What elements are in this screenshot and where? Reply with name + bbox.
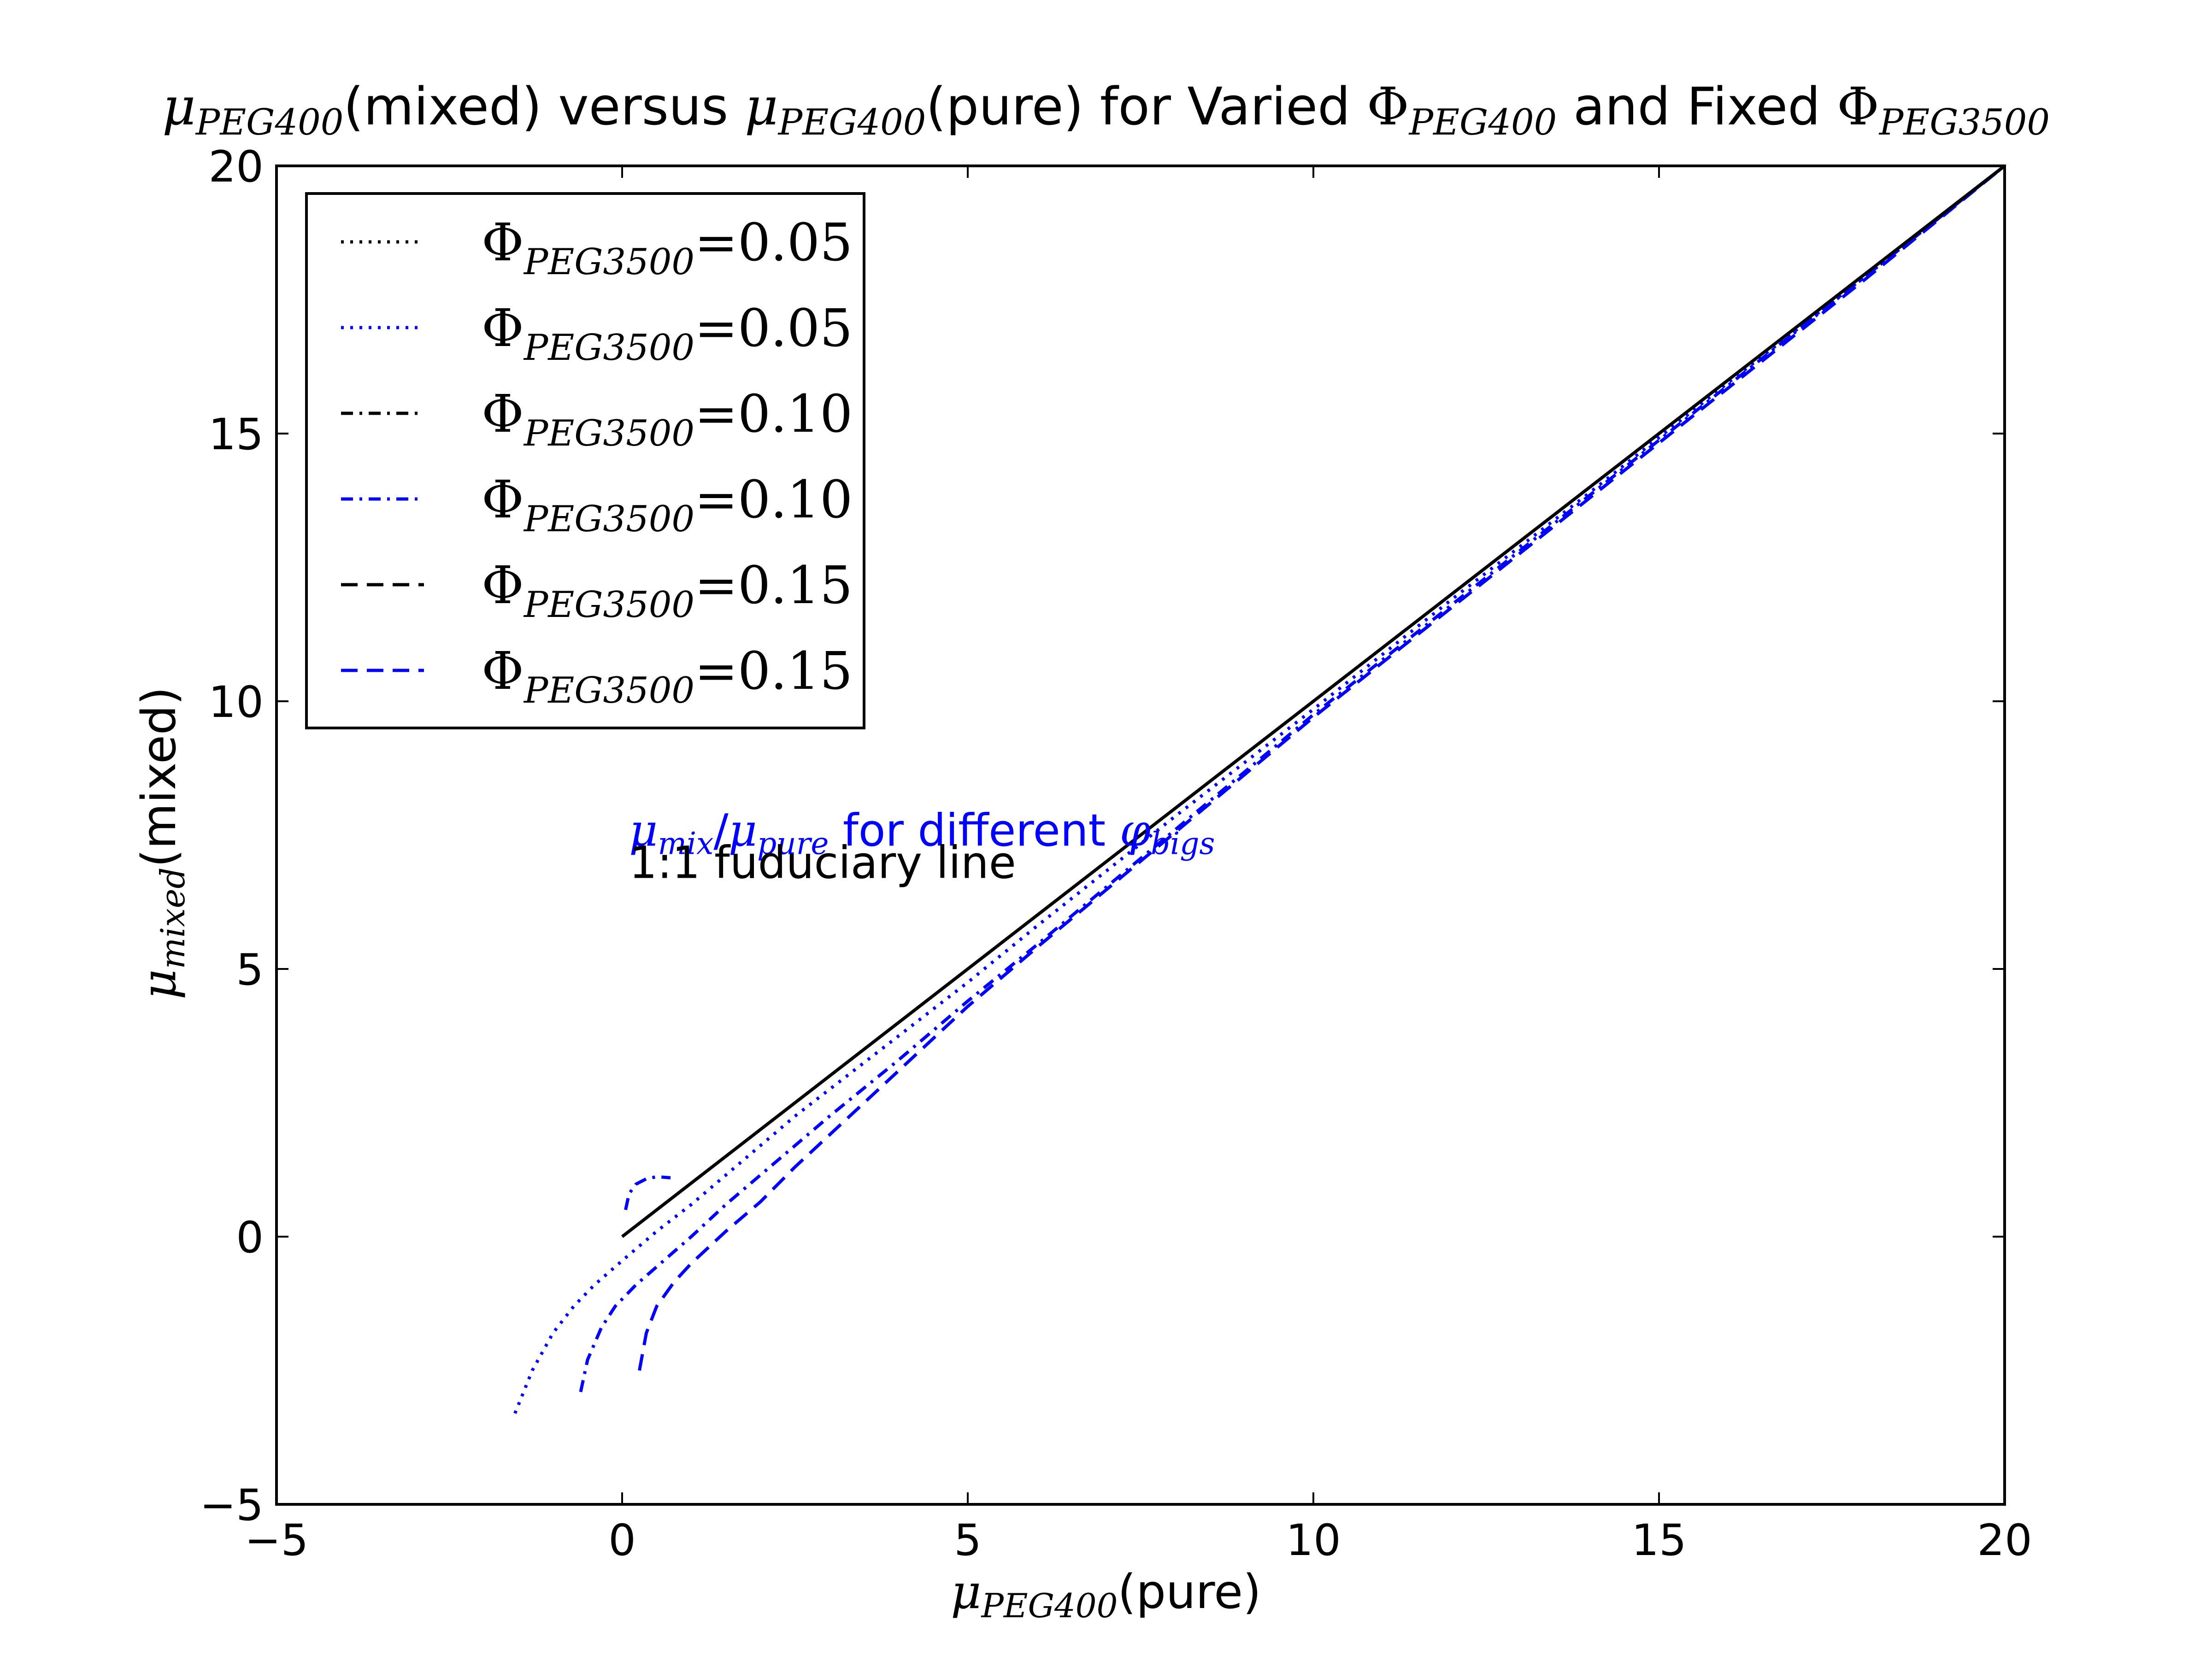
legend-label: ΦPEG3500=0.05 [482,213,853,283]
x-tick-label: 5 [954,1515,982,1566]
legend-box [305,192,865,729]
x-tick-label: 0 [608,1515,636,1566]
x-tick-label: 20 [1977,1515,2032,1566]
y-tick-label: 15 [208,410,264,460]
annotation-blue: μmix/μpure for different φbigs [629,805,1215,862]
annotation-fiducial: 1:1 fuduciary line [629,837,1016,888]
series-layer [513,164,2006,1414]
series-line-4 [621,164,2006,1238]
chart-title: μPEG400(mixed) versus μPEG400(pure) for … [162,77,2050,143]
plot-frame [275,164,2006,1506]
x-tick-label: 10 [1286,1515,1341,1566]
x-tick-label: −5 [245,1515,309,1566]
y-axis-label: μmixed(mixed) [132,687,192,1000]
series-line-3 [624,1175,671,1210]
tick-layer: −5 0 5 10 15 20 −5 0 5 10 15 20 [200,142,2032,1566]
legend-label: ΦPEG3500=0.15 [482,556,853,626]
series-line-1 [579,164,2006,1392]
plot-area [275,164,2006,1506]
y-tick-label: −5 [200,1480,264,1531]
y-tick-label: 20 [208,142,264,192]
series-line-0 [513,164,2006,1414]
x-axis-label: μPEG400(pure) [951,1565,1261,1625]
y-tick-label: 10 [208,677,264,728]
legend: ΦPEG3500=0.05 ΦPEG3500=0.05 ΦPEG3500=0.10 Φ… [305,192,865,729]
x-tick-label: 15 [1631,1515,1687,1566]
legend-label: ΦPEG3500=0.10 [482,384,853,454]
legend-label: ΦPEG3500=0.05 [482,299,853,369]
y-tick-label: 5 [236,945,264,995]
series-line-2 [638,164,2006,1371]
legend-label: ΦPEG3500=0.10 [482,470,853,540]
y-tick-label: 0 [236,1213,264,1263]
legend-label: ΦPEG3500=0.15 [482,641,853,711]
